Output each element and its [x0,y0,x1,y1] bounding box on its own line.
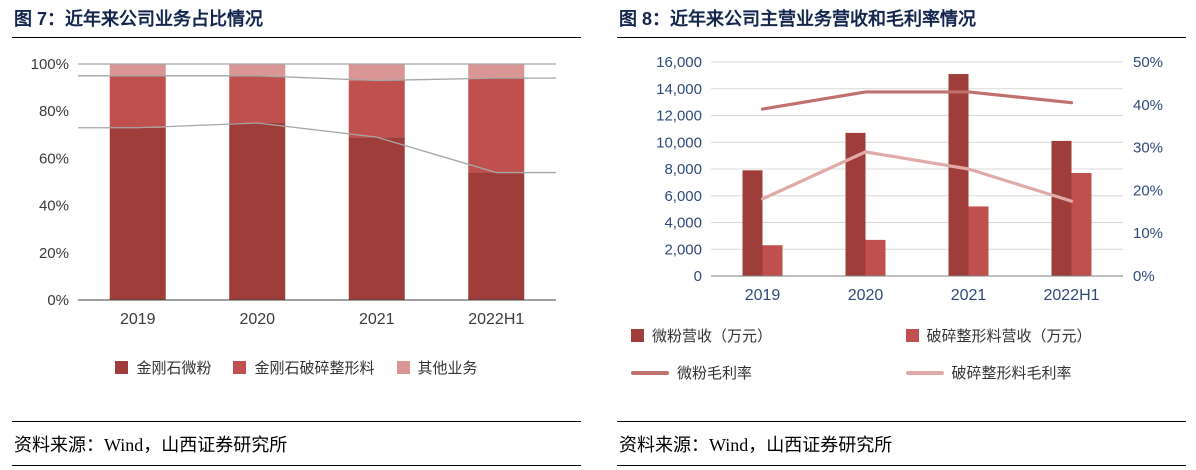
legend-item: 金刚石微粉 [115,357,211,378]
figure8-source-block: 资料来源：Wind，山西证券研究所 [617,421,1186,466]
svg-text:20%: 20% [1133,183,1163,200]
svg-text:20%: 20% [39,245,69,262]
figure7-panel: 图 7：近年来公司业务占比情况 0% 20% 40% 60% 80% 100% 2019 20… [12,6,581,466]
legend-item: 微粉毛利率 [631,362,898,383]
svg-text:80%: 80% [39,104,69,121]
figure7-source: 资料来源：Wind，山西证券研究所 [14,435,288,455]
svg-text:2020: 2020 [239,311,275,328]
svg-text:14,000: 14,000 [656,81,702,98]
svg-text:0: 0 [694,268,702,285]
svg-text:60%: 60% [39,151,69,168]
legend-item: 破碎整形料营收（万元） [905,325,1173,346]
svg-text:30%: 30% [1133,140,1163,157]
svg-text:10,000: 10,000 [656,135,702,152]
svg-text:2,000: 2,000 [664,242,702,259]
svg-text:2022H1: 2022H1 [1043,287,1099,304]
combo-bar-line-chart: 0 2,000 4,000 6,000 8,000 10,000 12,000 14,000 1… [656,54,1163,304]
legend-label: 微粉毛利率 [677,365,753,383]
svg-text:6,000: 6,000 [664,188,702,205]
svg-text:2020: 2020 [848,287,884,304]
bottom-divider [12,465,581,466]
figure8-chart-area: 0 2,000 4,000 6,000 8,000 10,000 12,000 14,000 1… [617,38,1186,383]
legend-square-swatch-icon [396,361,410,375]
svg-text:2021: 2021 [359,311,395,328]
figure7-source-block: 资料来源：Wind，山西证券研究所 [12,421,581,466]
legend-label: 破碎整形料营收（万元） [926,328,1092,346]
figure7-legend: 金刚石微粉 金刚石破碎整形料 其他业务 [12,357,581,378]
legend-square-swatch-icon [631,329,644,343]
svg-text:40%: 40% [39,198,69,215]
svg-text:2021: 2021 [951,287,987,304]
figure8-title: 图 8：近年来公司主营业务营收和毛利率情况 [619,9,977,29]
svg-text:2019: 2019 [120,311,156,328]
svg-text:8,000: 8,000 [664,161,702,178]
svg-text:10%: 10% [1133,226,1163,243]
legend-square-swatch-icon [115,361,129,375]
svg-text:4,000: 4,000 [664,215,702,232]
svg-text:100%: 100% [31,56,69,73]
svg-text:0%: 0% [47,292,69,309]
figure8-panel: 图 8：近年来公司主营业务营收和毛利率情况 0 2,000 4,000 6,000 8,… [617,6,1186,466]
figure8-legend: 微粉营收（万元） 破碎整形料营收（万元） 微粉毛利率 破碎整形料毛利率 [617,325,1186,383]
stacked-bar-chart: 0% 20% 40% 60% 80% 100% 2019 2020 2021 2022H1 [31,56,556,328]
legend-label: 微粉营收（万元） [652,328,773,346]
legend-line-swatch-icon [631,370,669,375]
svg-text:50%: 50% [1133,54,1163,71]
legend-item: 破碎整形料毛利率 [905,362,1173,383]
svg-text:40%: 40% [1133,97,1163,114]
figure7-title-divider [12,37,581,39]
svg-text:12,000: 12,000 [656,108,702,125]
legend-label: 金刚石微粉 [136,360,212,378]
legend-label: 金刚石破碎整形料 [254,360,375,378]
svg-text:2019: 2019 [745,287,781,304]
figure7-chart-area: 0% 20% 40% 60% 80% 100% 2019 2020 2021 2022H1 金刚石… [12,38,581,378]
bottom-divider [617,465,1186,466]
legend-square-swatch-icon [233,361,247,375]
svg-text:16,000: 16,000 [656,54,702,71]
svg-text:2022H1: 2022H1 [468,311,524,328]
legend-label: 其他业务 [417,360,478,378]
source-divider [617,421,1186,422]
legend-line-swatch-icon [905,370,944,375]
legend-item: 其他业务 [396,357,478,378]
source-divider [12,421,581,422]
figure8-source: 资料来源：Wind，山西证券研究所 [619,435,893,455]
figure7-title: 图 7：近年来公司业务占比情况 [14,9,264,29]
figure8-title-divider [617,37,1186,39]
legend-square-swatch-icon [905,329,919,343]
legend-item: 微粉营收（万元） [631,325,898,346]
svg-text:0%: 0% [1133,268,1155,285]
legend-label: 破碎整形料毛利率 [951,365,1072,383]
legend-item: 金刚石破碎整形料 [233,357,375,378]
